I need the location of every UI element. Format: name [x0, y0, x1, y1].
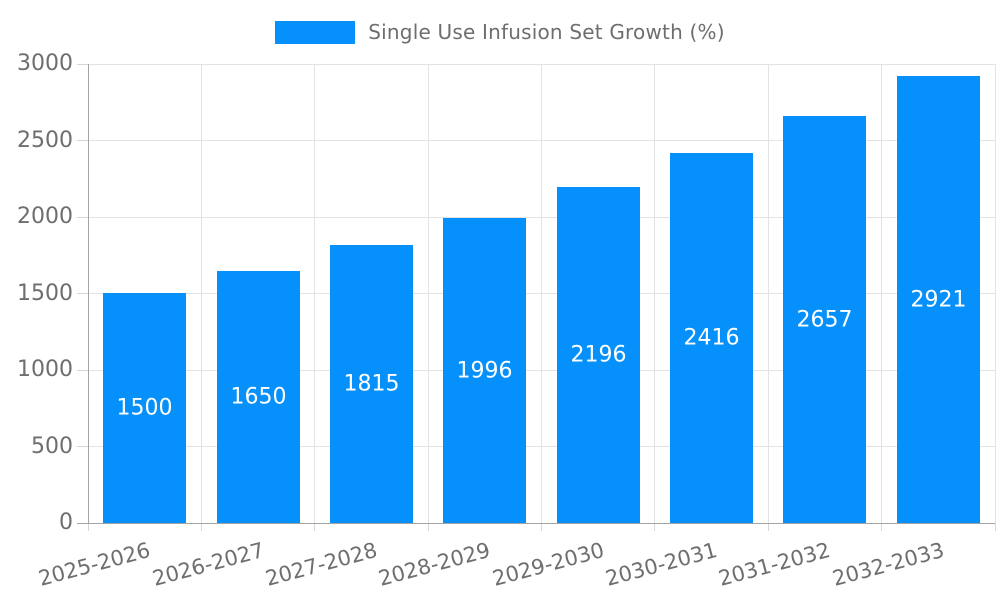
x-tick — [994, 523, 996, 531]
y-tick-label: 3000 — [17, 51, 73, 76]
x-gridline — [200, 64, 202, 523]
y-tick-label: 2500 — [17, 127, 73, 153]
legend-label: Single Use Infusion Set Growth (%) — [368, 20, 725, 44]
bar[interactable]: 1815 — [330, 245, 413, 523]
x-tick-label: 2029-2030 — [489, 538, 607, 591]
y-tick — [77, 63, 88, 65]
x-tick — [654, 523, 656, 531]
bar[interactable]: 2416 — [670, 153, 753, 523]
x-tick-label: 2025-2026 — [36, 538, 153, 591]
bar[interactable]: 1500 — [103, 293, 186, 523]
x-tick-label: 2030-2031 — [602, 538, 720, 591]
x-gridline — [541, 64, 542, 523]
bar-value-label: 1815 — [343, 371, 400, 397]
y-tick-label: 1000 — [17, 357, 73, 382]
y-tick — [77, 369, 88, 371]
bar-value-label: 2921 — [910, 287, 967, 312]
bar[interactable]: 1650 — [217, 271, 300, 523]
y-tick — [77, 140, 88, 141]
x-tick — [541, 523, 542, 531]
x-tick — [767, 523, 769, 531]
x-tick-label: 2026-2027 — [149, 538, 267, 591]
x-tick-label: 2031-2032 — [716, 538, 834, 591]
x-tick — [87, 523, 89, 531]
legend-swatch-icon — [275, 20, 356, 44]
bar-value-label: 1500 — [116, 395, 173, 421]
y-tick — [77, 216, 88, 218]
bar-value-label: 2416 — [683, 325, 740, 351]
bar[interactable]: 2657 — [783, 116, 866, 523]
bar[interactable]: 1996 — [443, 218, 526, 523]
y-tick-label: 500 — [31, 433, 73, 459]
x-gridline — [767, 64, 769, 523]
y-tick-label: 1500 — [17, 280, 73, 306]
x-gridline — [314, 64, 316, 523]
y-tick-label: 0 — [59, 510, 73, 535]
x-tick — [881, 523, 883, 531]
x-tick — [427, 523, 429, 531]
bar-value-label: 1996 — [456, 358, 513, 383]
bar-value-label: 2196 — [570, 342, 627, 368]
y-tick-label: 2000 — [17, 204, 73, 229]
x-tick — [314, 523, 316, 531]
x-axis-line — [77, 522, 995, 524]
x-gridline — [881, 64, 883, 523]
bar-value-label: 1650 — [230, 384, 287, 410]
bar-value-label: 2657 — [796, 307, 853, 332]
y-axis-line — [87, 64, 89, 523]
bar[interactable]: 2921 — [897, 76, 980, 523]
legend[interactable]: Single Use Infusion Set Growth (%) — [0, 20, 1000, 44]
x-gridline — [654, 64, 656, 523]
x-tick — [200, 523, 202, 531]
x-tick-label: 2027-2028 — [262, 538, 380, 591]
x-tick-label: 2032-2033 — [829, 538, 947, 591]
x-gridline — [994, 64, 996, 523]
x-tick-label: 2028-2029 — [376, 538, 494, 591]
bar[interactable]: 2196 — [557, 187, 640, 523]
x-gridline — [427, 64, 429, 523]
y-tick — [77, 446, 88, 447]
y-tick — [77, 293, 88, 294]
